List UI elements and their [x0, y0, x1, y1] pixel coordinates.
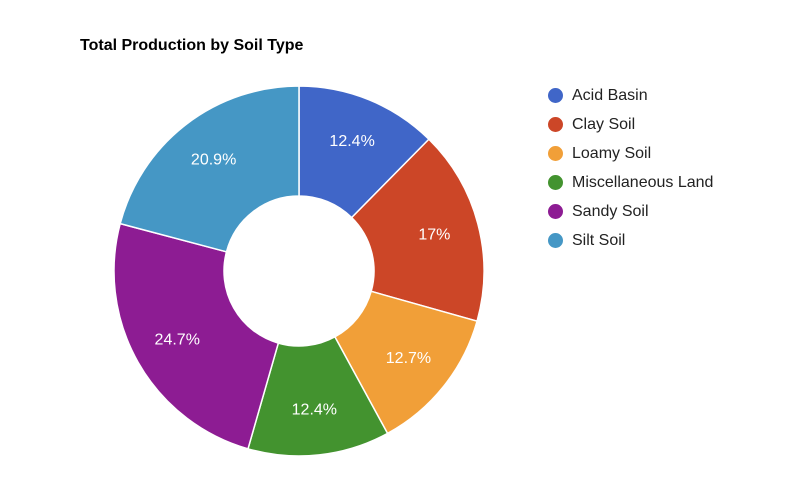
slice-label: 12.4%: [292, 402, 337, 419]
legend-label: Miscellaneous Land: [572, 173, 714, 191]
legend-item[interactable]: Miscellaneous Land: [548, 168, 713, 197]
legend-swatch-icon: [548, 88, 563, 103]
slice-clay-soil[interactable]: [350, 138, 485, 323]
legend-swatch-icon: [548, 175, 563, 190]
legend-swatch-icon: [548, 204, 563, 219]
legend-label: Silt Soil: [572, 231, 626, 249]
slice-label: 17%: [418, 227, 450, 244]
slice-loamy-soil[interactable]: [333, 290, 478, 435]
slice-silt-soil[interactable]: [119, 85, 300, 253]
legend-item[interactable]: Sandy Soil: [548, 197, 713, 226]
slice-sandy-soil[interactable]: [113, 222, 280, 450]
slice-label: 12.7%: [386, 350, 431, 367]
legend-label: Loamy Soil: [572, 144, 652, 162]
legend-label: Acid Basin: [572, 86, 648, 104]
chart-title: Total Production by Soil Type: [80, 37, 304, 54]
legend-item[interactable]: Loamy Soil: [548, 139, 713, 168]
legend-swatch-icon: [548, 233, 563, 248]
legend: Acid Basin Clay Soil Loamy Soil Miscellaneo…: [548, 81, 713, 255]
slice-label: 20.9%: [191, 152, 236, 169]
legend-item[interactable]: Silt Soil: [548, 226, 713, 255]
slice-label: 12.4%: [329, 133, 374, 150]
slice-label: 24.7%: [155, 332, 200, 349]
legend-item[interactable]: Acid Basin: [548, 81, 713, 110]
legend-swatch-icon: [548, 117, 563, 132]
legend-label: Sandy Soil: [572, 202, 649, 220]
legend-label: Clay Soil: [572, 115, 636, 133]
legend-swatch-icon: [548, 146, 563, 161]
legend-item[interactable]: Clay Soil: [548, 110, 713, 139]
